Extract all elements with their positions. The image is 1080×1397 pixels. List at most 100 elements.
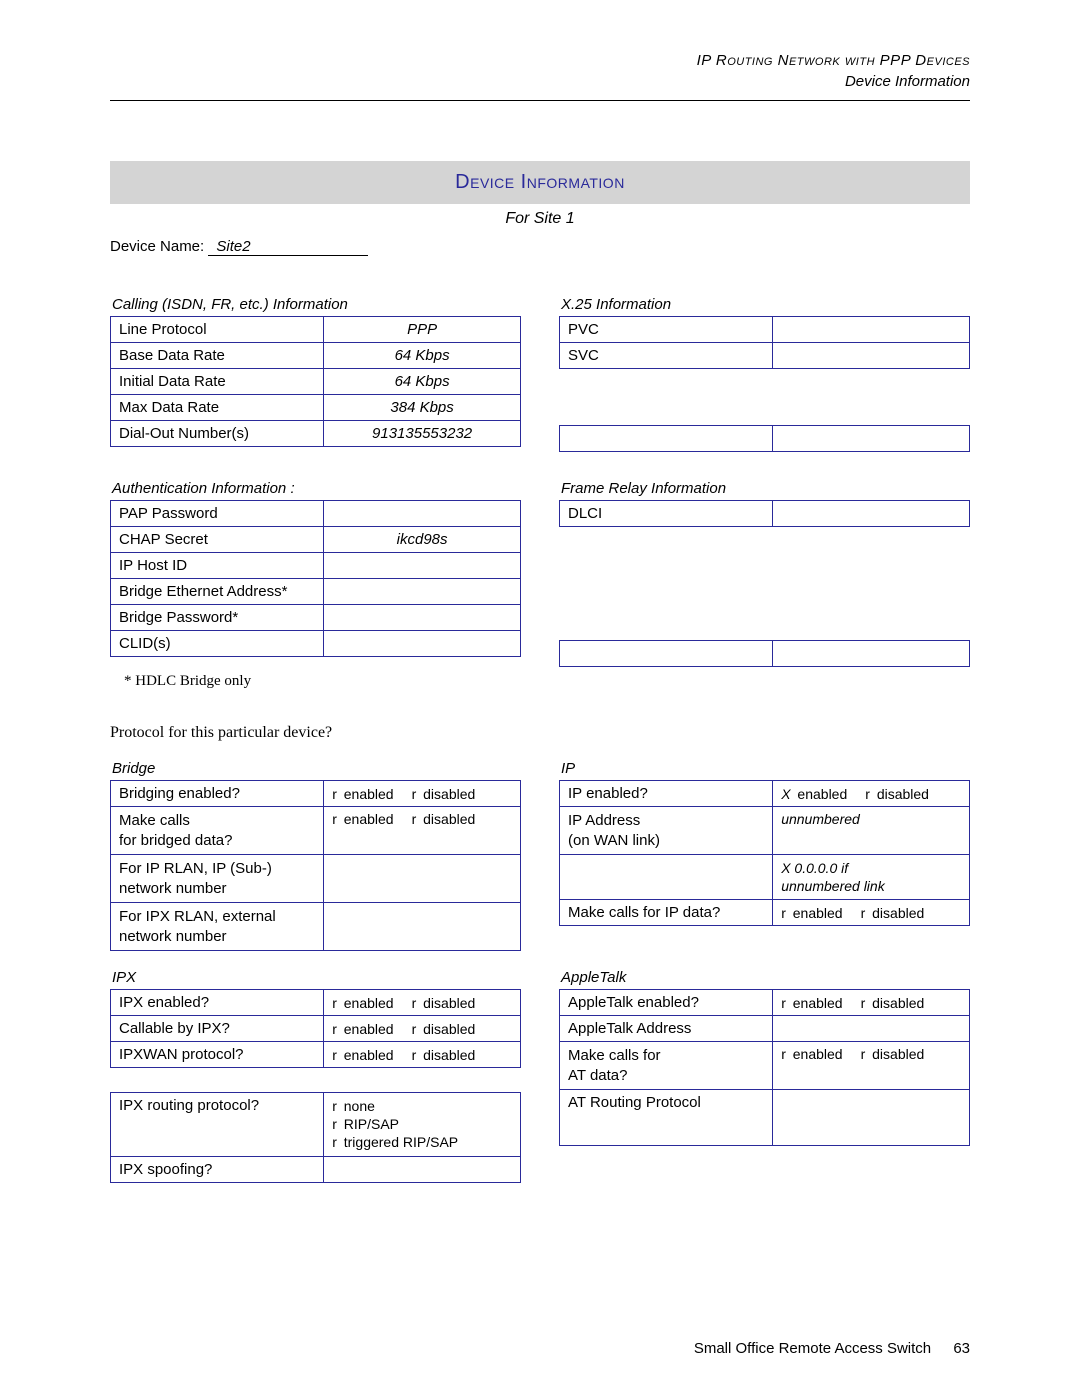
- fr-value: [773, 501, 970, 527]
- calling-value: 64 Kbps: [324, 369, 521, 395]
- header-line2: Device Information: [110, 71, 970, 92]
- auth-value: ikcd98s: [324, 527, 521, 553]
- fr-bottom-table: [559, 640, 970, 667]
- ip-label: [560, 855, 773, 900]
- x25-col: X.25 Information PVC SVC: [559, 296, 970, 452]
- ipx-table: IPX enabled? r enabledr disabled Callabl…: [110, 989, 521, 1183]
- calling-label: Base Data Rate: [111, 343, 324, 369]
- ip-label: IP enabled?: [560, 781, 773, 807]
- blank-cell: [773, 426, 970, 452]
- appletalk-title: AppleTalk: [561, 969, 970, 986]
- auth-table: PAP Password CHAP Secretikcd98s IP Host …: [110, 500, 521, 657]
- auth-label: PAP Password: [111, 501, 324, 527]
- ipx-label: Callable by IPX?: [111, 1016, 324, 1042]
- calling-x25-row: Calling (ISDN, FR, etc.) Information Lin…: [110, 296, 970, 452]
- appletalk-col: AppleTalk AppleTalk enabled? r enabledr …: [559, 969, 970, 1183]
- bridge-title: Bridge: [112, 760, 521, 777]
- auth-value: [324, 553, 521, 579]
- auth-label: Bridge Ethernet Address*: [111, 579, 324, 605]
- calling-col: Calling (ISDN, FR, etc.) Information Lin…: [110, 296, 521, 452]
- x25-label: SVC: [560, 343, 773, 369]
- auth-footnote: * HDLC Bridge only: [124, 673, 970, 690]
- auth-title: Authentication Information :: [112, 480, 521, 497]
- calling-label: Dial-Out Number(s): [111, 421, 324, 447]
- page: IP Routing Network with PPP Devices Devi…: [0, 0, 1080, 1397]
- x25-value: [773, 343, 970, 369]
- blank-cell: [773, 641, 970, 667]
- calling-value: 913135553232: [324, 421, 521, 447]
- at-value: [773, 1090, 970, 1146]
- fr-title: Frame Relay Information: [561, 480, 970, 497]
- blank-cell: [560, 426, 773, 452]
- ip-title: IP: [561, 760, 970, 777]
- at-opts: r enabledr disabled: [773, 990, 970, 1016]
- at-opts: r enabledr disabled: [773, 1042, 970, 1090]
- auth-fr-row: Authentication Information : PAP Passwor…: [110, 480, 970, 667]
- auth-label: CLID(s): [111, 631, 324, 657]
- bridge-label: Make calls for bridged data?: [111, 807, 324, 855]
- ipx-opts: r none r RIP/SAP r triggered RIP/SAP: [324, 1093, 521, 1157]
- fr-label: DLCI: [560, 501, 773, 527]
- auth-value: [324, 605, 521, 631]
- x25-extra-table: [559, 425, 970, 452]
- ipx-opts: r enabledr disabled: [324, 1016, 521, 1042]
- at-value: [773, 1016, 970, 1042]
- x25-table: PVC SVC: [559, 316, 970, 369]
- auth-value: [324, 631, 521, 657]
- bridge-label: For IPX RLAN, external network number: [111, 903, 324, 951]
- ip-value: X 0.0.0.0 ifunnumbered link: [773, 855, 970, 900]
- bridge-label: Bridging enabled?: [111, 781, 324, 807]
- at-label: AT Routing Protocol: [560, 1090, 773, 1146]
- appletalk-table: AppleTalk enabled? r enabledr disabled A…: [559, 989, 970, 1146]
- ip-opts: X enabledr disabled: [773, 781, 970, 807]
- auth-col: Authentication Information : PAP Passwor…: [110, 480, 521, 667]
- page-header: IP Routing Network with PPP Devices Devi…: [110, 50, 970, 92]
- calling-label: Line Protocol: [111, 317, 324, 343]
- device-name-row: Device Name: Site2: [110, 238, 970, 256]
- calling-value: 64 Kbps: [324, 343, 521, 369]
- ip-label: IP Address (on WAN link): [560, 807, 773, 855]
- auth-label: CHAP Secret: [111, 527, 324, 553]
- x25-value: [773, 317, 970, 343]
- ipx-label: IPX spoofing?: [111, 1156, 324, 1182]
- bridge-value: [324, 855, 521, 903]
- bridge-col: Bridge Bridging enabled? r enabledr disa…: [110, 760, 521, 951]
- device-name-label: Device Name:: [110, 238, 204, 255]
- bridge-label: For IP RLAN, IP (Sub-) network number: [111, 855, 324, 903]
- ipx-label: IPXWAN protocol?: [111, 1042, 324, 1068]
- x25-title: X.25 Information: [561, 296, 970, 313]
- auth-label: Bridge Password*: [111, 605, 324, 631]
- at-label: AppleTalk Address: [560, 1016, 773, 1042]
- device-name-value: Site2: [208, 238, 368, 256]
- ip-value: unnumbered: [773, 807, 970, 855]
- x25-label: PVC: [560, 317, 773, 343]
- calling-value: PPP: [324, 317, 521, 343]
- footer-text: Small Office Remote Access Switch: [694, 1340, 931, 1357]
- ipx-label: IPX routing protocol?: [111, 1093, 324, 1157]
- page-number: 63: [953, 1340, 970, 1357]
- calling-value: 384 Kbps: [324, 395, 521, 421]
- auth-value: [324, 579, 521, 605]
- ip-label: Make calls for IP data?: [560, 900, 773, 926]
- header-line1: IP Routing Network with PPP Devices: [110, 50, 970, 71]
- fr-table: DLCI: [559, 500, 970, 527]
- calling-table: Line ProtocolPPP Base Data Rate64 Kbps I…: [110, 316, 521, 447]
- section-subtitle: For Site 1: [110, 210, 970, 228]
- fr-col: Frame Relay Information DLCI: [559, 480, 970, 667]
- auth-label: IP Host ID: [111, 553, 324, 579]
- blank-cell: [560, 641, 773, 667]
- bridge-opts: r enabledr disabled: [324, 807, 521, 855]
- ip-opts: r enabledr disabled: [773, 900, 970, 926]
- ip-table: IP enabled? X enabledr disabled IP Addre…: [559, 780, 970, 926]
- ipx-label: IPX enabled?: [111, 990, 324, 1016]
- calling-label: Max Data Rate: [111, 395, 324, 421]
- ipx-col: IPX IPX enabled? r enabledr disabled Cal…: [110, 969, 521, 1183]
- bridge-opts: r enabledr disabled: [324, 781, 521, 807]
- page-footer: Small Office Remote Access Switch 63: [110, 1340, 970, 1357]
- calling-label: Initial Data Rate: [111, 369, 324, 395]
- auth-value: [324, 501, 521, 527]
- ipx-value: [324, 1156, 521, 1182]
- ipx-opts: r enabledr disabled: [324, 1042, 521, 1068]
- ipx-at-row: IPX IPX enabled? r enabledr disabled Cal…: [110, 969, 970, 1183]
- bridge-value: [324, 903, 521, 951]
